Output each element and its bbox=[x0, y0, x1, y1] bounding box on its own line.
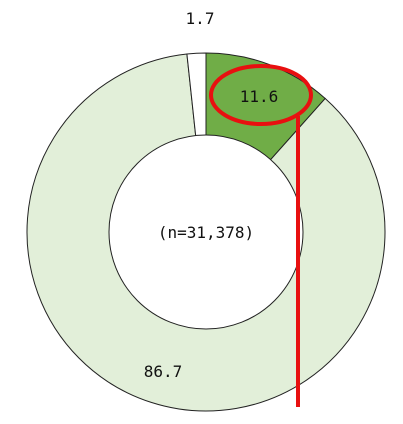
slice-label-11.6: 11.6 bbox=[240, 87, 279, 106]
highlight-ellipse bbox=[209, 64, 313, 126]
slice-label-86.7: 86.7 bbox=[144, 362, 183, 381]
center-label: (n=31,378) bbox=[158, 223, 254, 242]
donut-hole bbox=[108, 134, 304, 330]
slice-label-1.7: 1.7 bbox=[186, 9, 215, 28]
